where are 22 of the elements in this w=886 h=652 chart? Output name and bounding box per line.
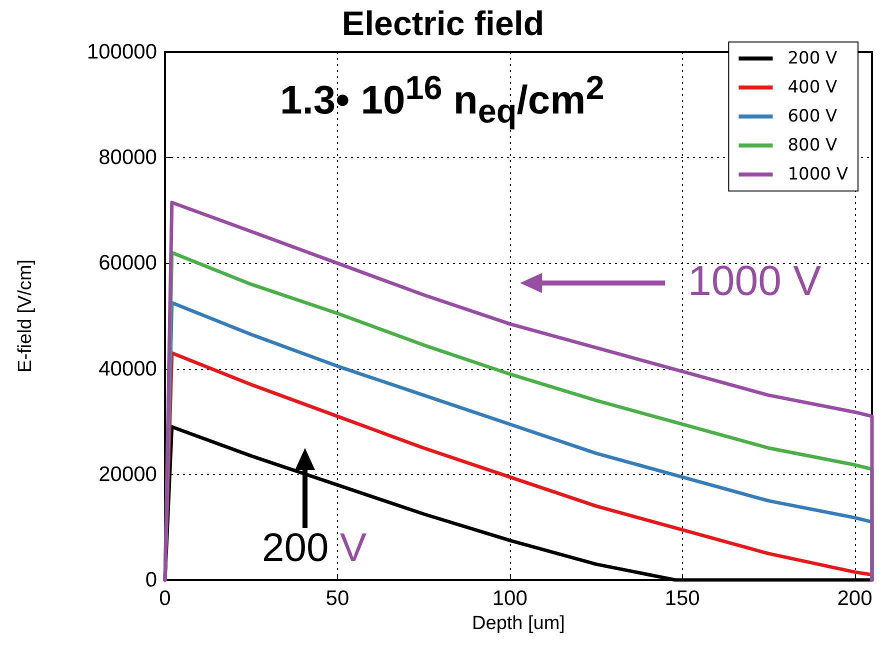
y-tick-label: 40000 bbox=[98, 357, 157, 380]
y-tick-label: 0 bbox=[145, 568, 157, 592]
legend-label: 200 V bbox=[788, 48, 838, 68]
x-tick-label: 0 bbox=[159, 587, 171, 610]
x-tick-label: 200 bbox=[837, 587, 872, 610]
x-tick-label: 100 bbox=[492, 587, 528, 610]
annotation: 200 V bbox=[262, 526, 367, 570]
y-tick-label: 60000 bbox=[98, 252, 157, 275]
chart-title: Electric field bbox=[342, 5, 544, 43]
legend-label: 1000 V bbox=[788, 164, 848, 184]
legend-label: 800 V bbox=[788, 136, 838, 156]
y-tick-label: 100000 bbox=[86, 40, 157, 64]
y-tick-label: 20000 bbox=[98, 462, 157, 486]
annotation: 1000 V bbox=[688, 257, 822, 305]
y-axis-title: E-field [V/cm] bbox=[15, 260, 36, 372]
annotation: 1.3• 10$^{16}$ n$_{eq}$/cm$^{2}$ bbox=[280, 70, 604, 132]
legend-label: 400 V bbox=[788, 78, 838, 98]
y-tick-label: 80000 bbox=[98, 146, 157, 170]
x-tick-label: 50 bbox=[326, 587, 350, 610]
x-axis-title: Depth [um] bbox=[472, 613, 565, 634]
legend-label: 600 V bbox=[788, 106, 838, 126]
x-tick-label: 150 bbox=[664, 587, 700, 610]
